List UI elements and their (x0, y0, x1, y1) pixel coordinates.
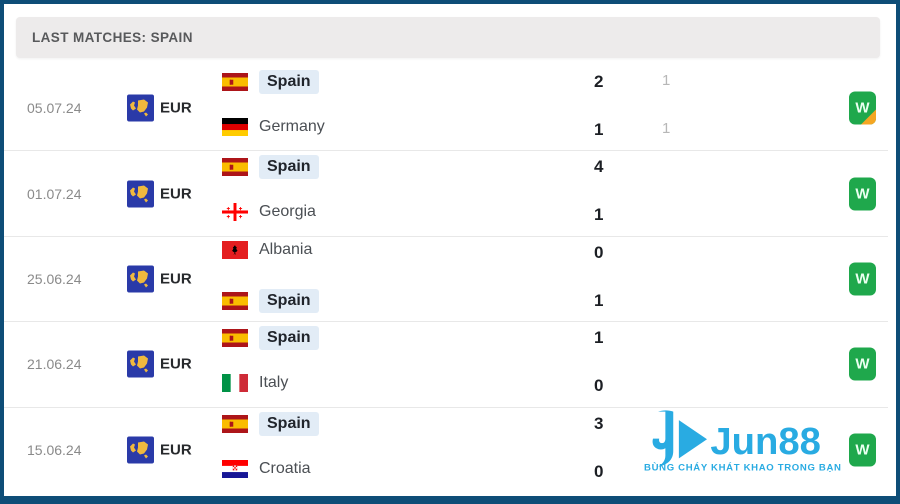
svg-text:BÙNG CHÁY KHÁT KHAO TRONG BẠN: BÙNG CHÁY KHÁT KHAO TRONG BẠN (644, 462, 842, 474)
svg-text:Jun88: Jun88 (710, 420, 821, 463)
